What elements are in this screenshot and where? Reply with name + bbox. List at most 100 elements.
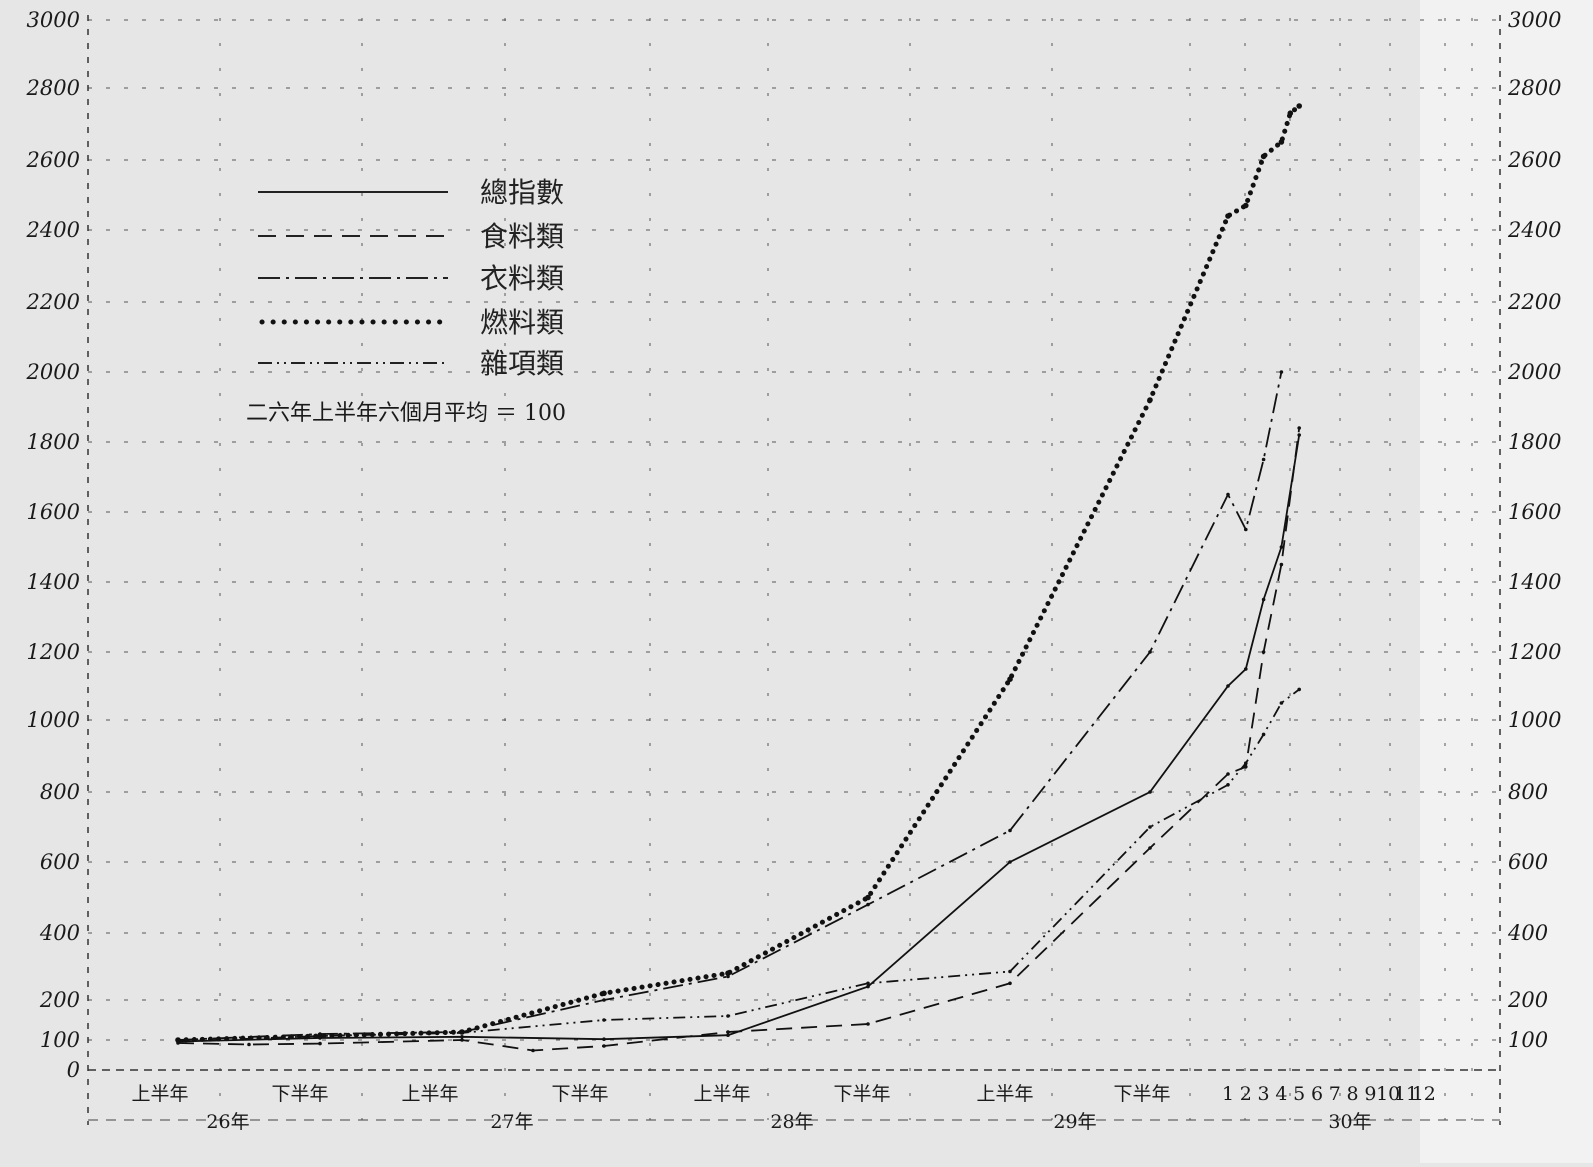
series-4-point-3 — [602, 1018, 606, 1022]
series-2-point-5 — [866, 902, 870, 907]
series-3-point-5 — [865, 894, 871, 901]
series-3-point-3 — [601, 990, 607, 997]
series-3-point-7 — [1147, 397, 1153, 403]
x-group-label-0: 26年 — [206, 1111, 249, 1133]
series-0-point-2 — [460, 1035, 464, 1039]
series-0-point-9 — [1244, 667, 1248, 671]
series-1-point-8 — [1008, 981, 1012, 986]
series-2-point-3 — [602, 998, 606, 1002]
series-1-point-7 — [866, 1022, 870, 1026]
series-3-point-12 — [1287, 110, 1294, 116]
y-tick-label-right-3: 400 — [1507, 921, 1548, 945]
x-tick-label-1: 下半年 — [271, 1083, 328, 1105]
y-tick-label-left-15: 2800 — [26, 76, 80, 100]
legend-label-1: 食料類 — [480, 220, 564, 253]
series-0-point-5 — [866, 984, 870, 989]
legend-label-4: 雜項類 — [480, 347, 564, 380]
y-tick-label-right-4: 600 — [1508, 850, 1548, 874]
y-tick-label-left-7: 1200 — [27, 640, 80, 664]
x-tick-label-19: 12 — [1412, 1083, 1436, 1105]
x-tick-label-6: 上半年 — [976, 1083, 1033, 1105]
legend-label-0: 總指數 — [480, 176, 564, 209]
x-tick-label-7: 下半年 — [1113, 1083, 1170, 1105]
y-tick-label-right-15: 2800 — [1507, 76, 1561, 100]
series-3-point-9 — [1243, 202, 1249, 209]
y-tick-label-right-2: 200 — [1507, 988, 1548, 1012]
x-tick-label-17: 10 — [1376, 1083, 1400, 1105]
x-tick-label-3: 下半年 — [551, 1083, 608, 1105]
series-1-point-10 — [1226, 772, 1230, 776]
series-1-point-11 — [1244, 765, 1248, 769]
series-4-point-7 — [1148, 825, 1152, 829]
x-tick-label-9: 2 — [1240, 1083, 1252, 1105]
series-4-point-1 — [318, 1034, 322, 1038]
y-tick-label-right-7: 1200 — [1508, 640, 1561, 664]
y-tick-label-right-6: 1000 — [1508, 708, 1561, 732]
y-tick-label-left-3: 400 — [39, 921, 80, 945]
y-tick-label-left-2: 200 — [39, 988, 80, 1012]
series-3-point-8 — [1225, 213, 1231, 219]
series-line-1 — [177, 427, 1301, 1052]
series-1-point-13 — [1279, 562, 1284, 567]
series-3-point-11 — [1278, 139, 1285, 145]
y-tick-label-right-12: 2200 — [1507, 290, 1561, 314]
y-tick-label-right-11: 2000 — [1507, 360, 1561, 384]
y-tick-label-right-13: 2400 — [1507, 218, 1561, 242]
axes: 0 100 100 200 200 400 400 600 600 800 800 1000 1000 1… — [26, 8, 1562, 1133]
y-tick-label-left-14: 2600 — [26, 148, 80, 172]
series-2-point-9 — [1244, 527, 1248, 532]
x-tick-label-5: 下半年 — [833, 1083, 890, 1105]
x-tick-label-2: 上半年 — [401, 1083, 458, 1105]
series-3-point-4 — [725, 970, 731, 976]
grid — [88, 18, 1500, 1120]
x-group-label-4: 30年 — [1328, 1111, 1371, 1133]
series-1-point-12 — [1261, 650, 1266, 654]
x-tick-label-14: 7 — [1329, 1083, 1341, 1105]
legend-label-3: 燃料類 — [480, 306, 564, 339]
series-2-point-11 — [1279, 370, 1284, 374]
series-1-point-2 — [318, 1041, 322, 1046]
series-4-point-6 — [1008, 969, 1012, 974]
y-tick-label-right-5: 800 — [1508, 780, 1548, 804]
y-tick-label-left-16: 3000 — [27, 8, 80, 32]
x-tick-label-16: 9 — [1364, 1083, 1376, 1105]
y-tick-label-left-9: 1600 — [27, 500, 80, 524]
x-group-label-2: 28年 — [770, 1111, 813, 1133]
y-tick-label-left-12: 2200 — [26, 290, 80, 314]
series-2-point-10 — [1261, 457, 1266, 462]
y-tick-label-right-9: 1600 — [1508, 500, 1561, 524]
series-1-point-1 — [247, 1042, 251, 1047]
x-tick-label-10: 3 — [1258, 1083, 1270, 1105]
right-margin-paper — [1420, 0, 1593, 1163]
series-line-3 — [175, 103, 1302, 1043]
series-4-point-4 — [726, 1014, 730, 1018]
x-group-label-3: 29年 — [1053, 1111, 1096, 1133]
y-tick-label-left-0: 0 — [67, 1058, 80, 1082]
x-tick-label-13: 6 — [1311, 1083, 1323, 1105]
legend: 總指數 食料類 衣料類 燃料類 雜項類 二六年上半年六個月平均 ＝ 100 — [246, 176, 566, 426]
x-group-label-1: 27年 — [490, 1111, 533, 1133]
y-tick-label-right-8: 1400 — [1508, 570, 1561, 594]
legend-label-2: 衣料類 — [480, 262, 564, 295]
series-4-point-5 — [866, 981, 870, 986]
series-4-point-11 — [1279, 701, 1284, 705]
x-tick-label-0: 上半年 — [131, 1083, 188, 1105]
series-2-point-7 — [1148, 650, 1152, 654]
y-tick-label-left-10: 1800 — [27, 430, 80, 454]
x-tick-label-8: 1 — [1222, 1083, 1234, 1105]
series-4-point-12 — [1297, 687, 1301, 692]
series-1-point-3 — [460, 1038, 464, 1042]
y-tick-label-left-11: 2000 — [26, 360, 80, 384]
y-tick-label-right-16: 3000 — [1508, 8, 1561, 32]
series-0-point-3 — [602, 1037, 606, 1041]
y-tick-label-left-5: 800 — [40, 780, 80, 804]
x-tick-label-18: 11 — [1394, 1083, 1418, 1105]
series-4-point-10 — [1261, 732, 1266, 737]
y-tick-label-right-10: 1800 — [1508, 430, 1561, 454]
series-0-point-8 — [1226, 684, 1230, 688]
y-tick-label-left-6: 1000 — [27, 708, 80, 732]
x-tick-label-11: 4 — [1275, 1083, 1287, 1105]
y-tick-label-left-4: 600 — [40, 850, 80, 874]
